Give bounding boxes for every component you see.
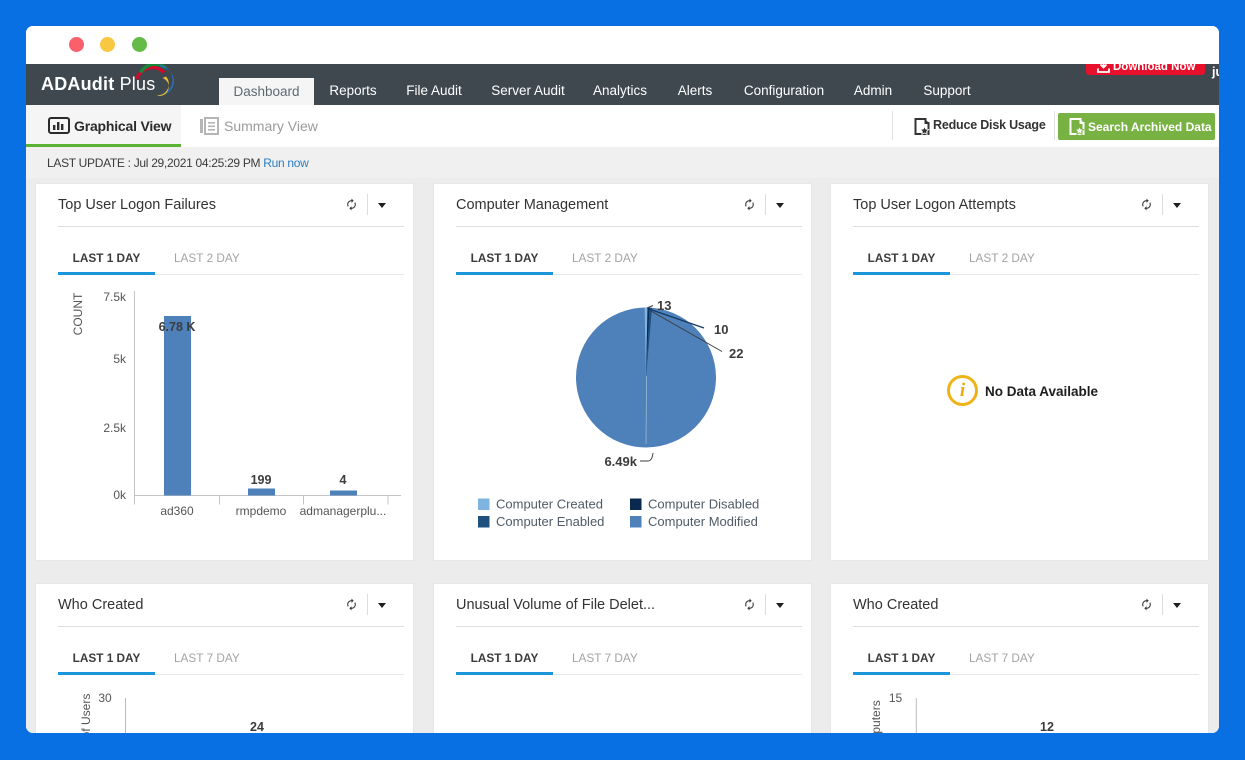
svg-text:Computer Enabled: Computer Enabled — [496, 514, 604, 529]
svg-text:5k: 5k — [113, 352, 127, 366]
svg-text:rmpdemo: rmpdemo — [236, 504, 287, 518]
svg-text:No of Computers: No of Computers — [869, 700, 883, 733]
svg-text:Computer Created: Computer Created — [496, 497, 603, 512]
svg-text:15: 15 — [889, 691, 903, 705]
svg-text:22: 22 — [729, 346, 743, 361]
svg-text:30: 30 — [98, 691, 112, 705]
svg-text:6.78 K: 6.78 K — [159, 320, 196, 334]
svg-text:2.5k: 2.5k — [103, 421, 127, 435]
svg-text:COUNT: COUNT — [71, 292, 85, 335]
svg-text:199: 199 — [251, 473, 272, 487]
svg-text:13: 13 — [657, 298, 671, 313]
svg-text:24: 24 — [250, 720, 264, 733]
svg-text:Computer Disabled: Computer Disabled — [648, 497, 759, 512]
svg-text:No of Users: No of Users — [79, 694, 93, 733]
svg-text:ad360: ad360 — [160, 504, 194, 518]
svg-text:10: 10 — [714, 322, 728, 337]
svg-text:0k: 0k — [113, 488, 127, 502]
svg-text:admanagerplu...: admanagerplu... — [300, 504, 387, 518]
svg-text:4: 4 — [340, 473, 347, 487]
svg-text:6.49k: 6.49k — [604, 454, 637, 469]
svg-text:7.5k: 7.5k — [103, 290, 127, 304]
svg-text:12: 12 — [1040, 720, 1054, 733]
svg-text:Computer Modified: Computer Modified — [648, 514, 758, 529]
